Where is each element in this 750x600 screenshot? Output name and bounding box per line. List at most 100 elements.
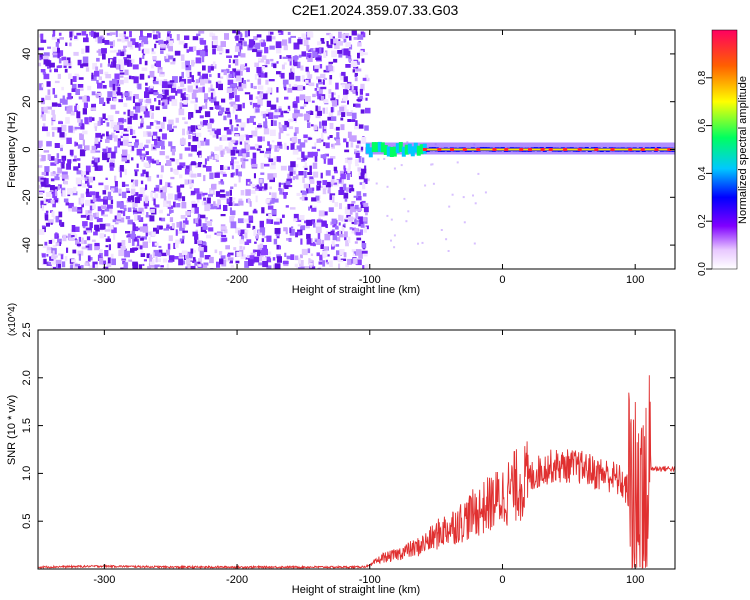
- heatmap-noise-cell: [98, 165, 101, 171]
- heatmap-noise-cell: [327, 186, 331, 194]
- heatmap-noise-cell: [114, 73, 120, 80]
- heatmap-noise-cell: [211, 183, 217, 190]
- heatmap-noise-cell: [162, 258, 168, 263]
- heatmap-noise-cell: [166, 213, 170, 216]
- heatmap-noise-cell: [133, 236, 138, 242]
- heatmap-noise-cell: [171, 148, 175, 156]
- heatmap-noise-cell: [343, 183, 347, 191]
- heatmap-noise-cell: [181, 62, 186, 69]
- heatmap-noise-cell: [153, 264, 160, 267]
- heatmap-noise-cell: [332, 223, 337, 228]
- heatmap-noise-cell: [335, 126, 340, 131]
- carrier-peak: [492, 148, 497, 151]
- heatmap-noise-cell: [261, 233, 265, 238]
- heatmap-noise-cell: [78, 163, 81, 168]
- heatmap-noise-cell: [185, 217, 188, 223]
- heatmap-noise-cell: [276, 48, 282, 54]
- heatmap-noise-cell: [84, 199, 91, 206]
- heatmap-noise-cell: [154, 140, 158, 146]
- heatmap-noise-cell: [223, 70, 227, 76]
- heatmap-noise-cell: [109, 207, 113, 214]
- line-ytick-label: 0.5: [21, 514, 33, 529]
- heatmap-noise-cell: [341, 84, 345, 88]
- heatmap-noise-cell: [338, 263, 341, 269]
- heatmap-noise-cell: [320, 172, 323, 179]
- heatmap-noise-cell: [123, 262, 128, 269]
- heatmap-noise-cell: [340, 75, 344, 81]
- heatmap-noise-cell: [258, 262, 263, 266]
- heatmap-noise-cell: [362, 77, 367, 81]
- heatmap-noise-cell: [104, 118, 109, 121]
- heatmap-noise-cell: [136, 227, 141, 231]
- heatmap-noise-cell: [228, 58, 231, 63]
- heatmap-noise-cell: [236, 251, 242, 257]
- heatmap-noise-cell: [299, 142, 306, 148]
- heatmap-noise-cell: [294, 127, 299, 134]
- heatmap-noise-cell: [85, 245, 90, 248]
- heatmap-noise-cell: [235, 164, 241, 169]
- heatmap-noise-cell: [183, 92, 186, 95]
- heatmap-noise-cell: [74, 234, 78, 239]
- heatmap-noise-cell: [43, 52, 50, 57]
- colorbar-axes: 0.00.20.40.60.8: [697, 70, 712, 276]
- heatmap-noise-cell: [123, 45, 127, 48]
- heatmap-noise-cell: [72, 191, 78, 196]
- heatmap-noise-cell: [188, 179, 192, 184]
- heatmap-noise-cell: [38, 62, 42, 67]
- heatmap-noise-cell: [123, 111, 126, 115]
- heatmap-noise-cell: [155, 106, 160, 111]
- heatmap-noise-cell: [336, 139, 341, 145]
- heatmap-noise-cell: [239, 45, 243, 50]
- heatmap-noise-cell: [81, 176, 87, 180]
- heatmap-noise-cell: [318, 210, 325, 217]
- heatmap-noise-cell: [322, 120, 327, 126]
- heatmap-noise-cell: [55, 41, 59, 49]
- heatmap-noise-cell: [58, 211, 63, 218]
- heatmap-noise-cell: [348, 163, 351, 169]
- heatmap-noise-cell: [331, 175, 335, 180]
- heatmap-noise-cell: [43, 106, 48, 113]
- heatmap-noise-cell: [132, 222, 135, 227]
- heatmap-noise-cell: [279, 55, 282, 59]
- heatmap-noise-cell: [180, 215, 186, 219]
- heatmap-noise-cell: [123, 47, 126, 50]
- heatmap-noise-cell: [329, 193, 336, 196]
- heatmap-noise-cell: [297, 37, 302, 41]
- heatmap-noise-cell: [159, 43, 166, 48]
- heatmap-noise-cell: [341, 226, 345, 231]
- heatmap-noise-cell: [117, 49, 122, 54]
- heatmap-noise-cell: [346, 112, 352, 117]
- heatmap-noise-cell: [149, 70, 155, 78]
- heatmap-noise-cell: [279, 124, 283, 131]
- heatmap-noise-cell: [264, 46, 269, 54]
- heatmap-noise-cell: [57, 185, 60, 190]
- heatmap-noise-cell: [238, 200, 244, 206]
- heatmap-noise-cell: [280, 165, 287, 171]
- heatmap-noise-cell: [133, 94, 139, 99]
- heatmap-noise-cell: [84, 117, 89, 125]
- heatmap-noise-cell: [76, 75, 80, 80]
- heatmap-noise-cell: [288, 72, 295, 80]
- heatmap-noise-cell: [225, 146, 229, 151]
- heatmap-noise-cell: [360, 109, 365, 114]
- heatmap-noise-cell: [75, 177, 82, 185]
- carrier-cell: [401, 146, 406, 157]
- heatmap-noise-cell: [268, 31, 271, 37]
- heatmap-noise-cell: [96, 80, 99, 84]
- heatmap-noise-cell: [347, 119, 352, 122]
- heatmap-noise-cell: [273, 238, 278, 245]
- heatmap-noise-cell: [84, 171, 90, 175]
- heatmap-noise-cell: [311, 100, 315, 103]
- heatmap-noise-cell: [161, 102, 165, 106]
- heatmap-noise-cell: [62, 190, 66, 197]
- heatmap-noise-cell: [99, 69, 104, 75]
- line-xtick-label: -300: [93, 574, 115, 586]
- heatmap-noise-cell: [180, 184, 185, 188]
- heatmap-noise-cell: [323, 52, 327, 58]
- line-x-label: Height of straight line (km): [292, 584, 420, 596]
- heatmap-noise-cell: [112, 83, 116, 91]
- heatmap-noise-cell: [110, 162, 114, 166]
- heatmap-noise-cell: [238, 49, 242, 57]
- heatmap-noise-cell: [259, 150, 265, 154]
- heatmap-noise-cell: [306, 187, 309, 194]
